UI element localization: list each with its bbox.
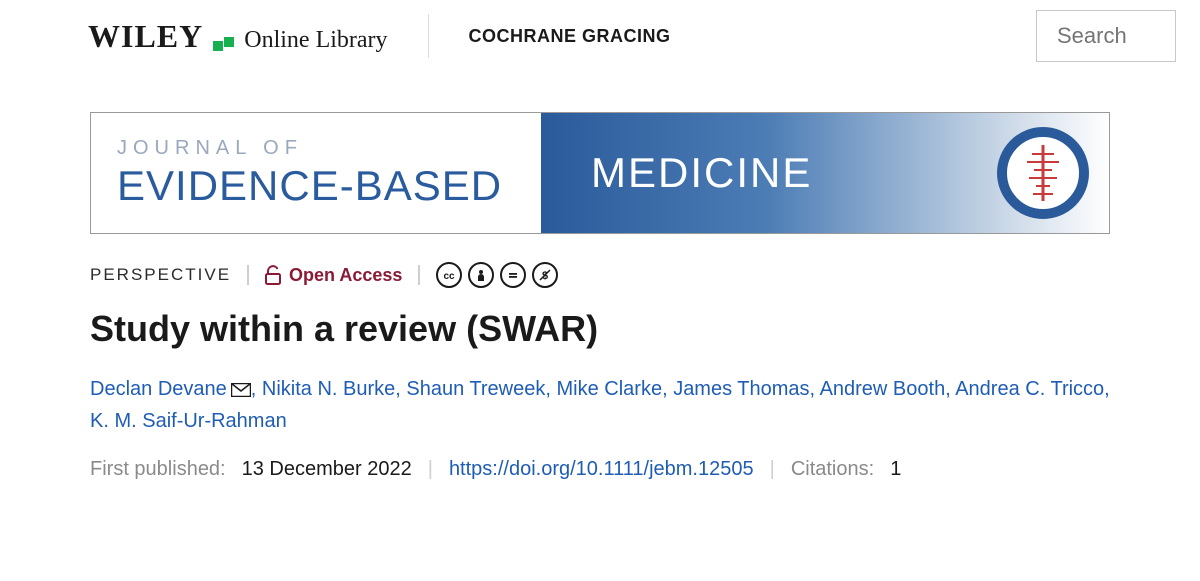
nd-icon (500, 262, 526, 288)
author-link[interactable]: Declan Devane (90, 378, 227, 400)
brand-squares-icon (213, 37, 234, 47)
author-list: Declan Devane, Nikita N. Burke, Shaun Tr… (90, 374, 1110, 436)
open-access-text: Open Access (289, 265, 402, 286)
publisher-name[interactable]: COCHRANE GRACING (469, 26, 671, 47)
banner-title-part1: EVIDENCE-BASED (117, 162, 502, 209)
by-icon (468, 262, 494, 288)
first-published-date: 13 December 2022 (242, 458, 412, 481)
mail-icon[interactable] (231, 376, 251, 406)
author-separator: , (945, 378, 955, 400)
license-icons[interactable]: cc $ (436, 262, 558, 288)
topbar: WILEY Online Library COCHRANE GRACING (0, 0, 1200, 72)
author-link[interactable]: Nikita N. Burke (262, 378, 395, 400)
article-type-label: PERSPECTIVE (90, 265, 231, 285)
doi-link[interactable]: https://doi.org/10.1111/jebm.12505 (449, 458, 754, 481)
author-separator: , (662, 378, 673, 400)
first-published-label: First published: (90, 458, 226, 481)
divider: | (428, 458, 433, 481)
divider (418, 265, 420, 285)
citations-label: Citations: (791, 458, 874, 481)
author-separator: , (810, 378, 820, 400)
author-link[interactable]: Andrea C. Tricco (955, 378, 1104, 400)
publication-info-row: First published: 13 December 2022 | http… (90, 458, 1110, 481)
divider: | (770, 458, 775, 481)
nc-icon: $ (532, 262, 558, 288)
banner-title-part2: MEDICINE (591, 149, 812, 197)
brand-sub-text: Online Library (244, 27, 387, 54)
author-separator: , (251, 378, 262, 400)
author-separator: , (545, 378, 556, 400)
content-area: JOURNAL OF EVIDENCE-BASED MEDICINE PERSP… (0, 72, 1200, 481)
article-title: Study within a review (SWAR) (90, 308, 1110, 350)
author-link[interactable]: K. M. Saif-Ur-Rahman (90, 410, 287, 432)
article-meta-row: PERSPECTIVE Open Access cc $ (90, 262, 1110, 288)
svg-text:cc: cc (444, 271, 456, 282)
author-link[interactable]: James Thomas (673, 378, 809, 400)
brand-main-text: WILEY (88, 18, 203, 55)
banner-pretitle: JOURNAL OF (117, 137, 502, 160)
vertical-divider (428, 14, 429, 58)
author-link[interactable]: Mike Clarke (556, 378, 662, 400)
journal-banner[interactable]: JOURNAL OF EVIDENCE-BASED MEDICINE (90, 112, 1110, 234)
wiley-brand[interactable]: WILEY Online Library (88, 18, 388, 55)
author-link[interactable]: Shaun Treweek (406, 378, 545, 400)
author-separator: , (395, 378, 406, 400)
divider (247, 265, 249, 285)
cc-icon: cc (436, 262, 462, 288)
search-input[interactable] (1036, 10, 1176, 62)
banner-gradient: MEDICINE (541, 113, 1109, 233)
unlock-icon (265, 265, 281, 285)
banner-left: JOURNAL OF EVIDENCE-BASED (91, 127, 528, 220)
author-link[interactable]: Andrew Booth (820, 378, 946, 400)
citations-count[interactable]: 1 (890, 458, 901, 481)
journal-logo-icon (997, 127, 1089, 219)
open-access-badge[interactable]: Open Access (265, 265, 402, 286)
author-separator: , (1104, 378, 1110, 400)
